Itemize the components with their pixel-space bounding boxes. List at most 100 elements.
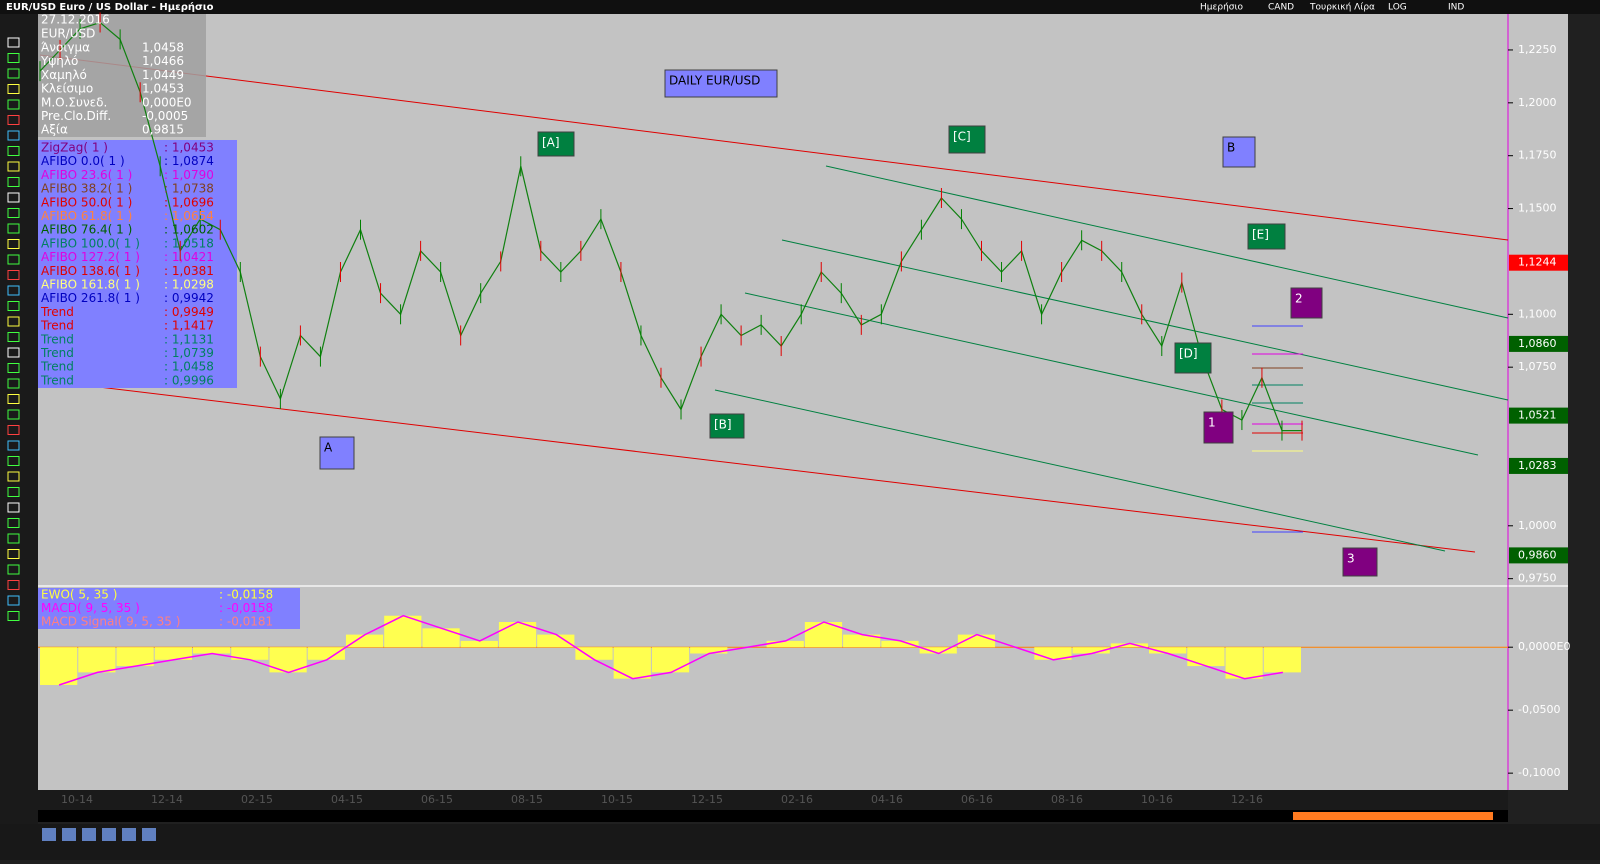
menu-item[interactable]: Τουρκική Λίρα [1309,3,1375,13]
tool-icon[interactable] [7,130,20,141]
tool-icon[interactable] [7,394,20,404]
scrollbar[interactable] [38,810,1508,822]
tool-icon[interactable] [7,161,20,172]
indicator-value: : 1,0739 [164,346,214,360]
tool-icon[interactable] [7,239,20,249]
tool-icon[interactable] [7,254,20,265]
menu-item[interactable]: Ημερήσιο [1200,3,1244,13]
tool-icon[interactable] [7,440,20,451]
date-label: 12-16 [1231,793,1263,806]
annotation-text: 3 [1347,552,1355,566]
date-label: 12-14 [151,793,183,806]
tool-icon[interactable] [7,316,20,327]
tool-icon[interactable] [7,502,20,513]
tool-icon[interactable] [7,332,20,342]
tool-icon[interactable] [7,456,20,466]
date-label: 02-15 [241,793,273,806]
price-tick-label: 1,1750 [1518,149,1557,162]
ewo-bar [154,647,192,660]
tool-icon[interactable] [7,68,20,79]
tool-icon[interactable] [7,409,20,420]
indicator-name: AFIBO 76.4( 1 ) [41,223,132,237]
indicator-value: : 1,0458 [164,360,214,374]
toolbar-button[interactable] [142,828,156,841]
menu-item[interactable]: CAND [1268,3,1294,13]
tool-icon[interactable] [7,84,20,94]
indicator-panel [38,140,237,388]
tool-icon[interactable] [7,580,20,590]
ewo-bar [192,647,231,654]
indicator-name: Trend [40,319,74,333]
tool-icon[interactable] [7,37,20,48]
ewo-bar [575,647,613,660]
tool-icon[interactable] [7,285,20,296]
tool-icon[interactable] [7,99,20,110]
tool-icon[interactable] [7,208,20,218]
toolbar-button[interactable] [42,828,56,841]
bottom-toolbar [0,824,1600,860]
tool-icon[interactable] [7,146,20,156]
tool-icon[interactable] [7,363,20,373]
ewo-bar [1263,647,1301,673]
tool-icon[interactable] [7,518,20,528]
tool-icon[interactable] [7,177,20,187]
info-label: Υψηλό [40,54,78,68]
tool-icon[interactable] [7,564,20,575]
info-label: Κλείσιμο [41,82,93,96]
toolbar-button[interactable] [82,828,96,841]
annotation-box [319,436,355,470]
toolbar-button[interactable] [122,828,136,841]
tool-icon[interactable] [7,595,20,606]
ewo-bar [1110,643,1149,648]
tool-icon[interactable] [7,53,20,63]
toolbar-button[interactable] [102,828,116,841]
menu-item[interactable]: IND [1448,3,1464,13]
annotation-box [1247,223,1286,250]
tool-icon[interactable] [7,471,20,482]
tool-icon[interactable] [7,301,20,311]
ewo-bar [537,634,575,648]
osc-tick-label: 0,0000E0 [1518,640,1570,653]
tool-icon[interactable] [7,378,20,389]
tool-icon[interactable] [7,347,20,358]
ewo-bar [40,647,78,685]
indicator-name: AFIBO 0.0( 1 ) [41,154,125,168]
toolbar-button[interactable] [62,828,76,841]
ewo-bar [1072,647,1110,654]
annotation-box [1290,287,1323,319]
tool-icon[interactable] [7,549,20,559]
osc-legend-panel [38,588,300,629]
indicator-name: Trend [40,373,74,387]
info-value: -0,0005 [142,109,188,123]
info-value: 1,0453 [142,82,184,96]
date-label: 10-15 [601,793,633,806]
tool-icon[interactable] [7,425,20,435]
date-label: 12-15 [691,793,723,806]
tool-icon[interactable] [7,115,20,125]
osc-legend-name: MACD Signal( 9, 5, 35 ) [41,615,180,629]
ewo-bar [384,615,422,648]
annotation-box [709,413,745,439]
tool-icon[interactable] [7,223,20,234]
ewo-bar [307,647,345,660]
tool-icon[interactable] [7,611,20,621]
indicator-value: : 1,0298 [164,278,214,292]
scroll-thumb[interactable] [1293,812,1493,820]
tool-icon[interactable] [7,192,20,203]
tool-icon[interactable] [7,487,20,497]
info-value: 1,0458 [142,41,184,55]
price-marker-label: 1,0521 [1518,409,1557,422]
ewo-bar [690,647,728,654]
ewo-bar [651,647,690,673]
menu-item[interactable]: LOG [1388,3,1407,13]
annotation-text: B [1227,141,1235,155]
info-value: 0,000E0 [142,95,192,109]
tool-icon[interactable] [7,270,20,280]
indicator-value: : 0,9996 [164,373,214,387]
tool-icon[interactable] [7,533,20,544]
indicator-value: : 1,0453 [164,141,214,155]
indicator-value: : 1,0874 [164,154,214,168]
date-label: 10-16 [1141,793,1173,806]
annotation-text: A [324,441,333,455]
annotation-text: 2 [1295,292,1303,306]
